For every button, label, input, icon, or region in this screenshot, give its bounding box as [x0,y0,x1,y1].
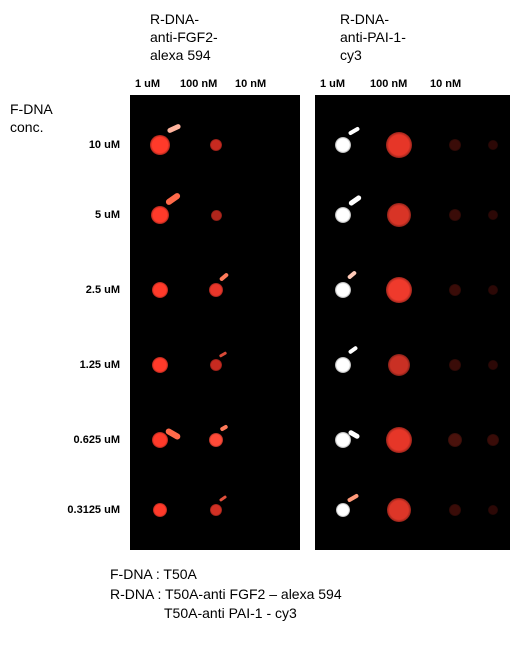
spot-tail [219,351,227,358]
microarray-spot [210,359,222,371]
microarray-spot [387,498,411,522]
microarray-spot [152,432,168,448]
spot-tail [347,346,357,355]
microarray-spot [449,359,461,371]
y-axis-l1: F-DNA [10,101,53,117]
legend-l3: T50A-anti PAI-1 - cy3 [110,604,342,624]
microarray-spot [335,207,351,223]
spot-tail [220,424,229,431]
microarray-spot [449,139,461,151]
microarray-spot [386,277,412,303]
spot-tail [348,126,360,135]
microarray-spot [210,139,222,151]
panel-b-image [315,95,510,550]
panel-a-conc-3: 10 nM [235,78,266,90]
panel-b-conc-2: 100 nM [370,78,407,90]
row-label-4: 0.625 uM [50,434,120,446]
legend-l1: F-DNA : T50A [110,565,342,585]
microarray-spot [387,203,411,227]
panel-b-conc-3: 10 nM [430,78,461,90]
spot-tail [165,192,182,206]
spot-tail [347,194,361,206]
microarray-spot [335,137,351,153]
microarray-spot [449,284,461,296]
microarray-spot [336,503,350,517]
microarray-spot [488,210,498,220]
panel-a-title: R-DNA- anti-FGF2- alexa 594 [150,10,218,65]
microarray-spot [150,135,170,155]
panel-a-conc-2: 100 nM [180,78,217,90]
microarray-spot [211,210,222,221]
panel-b-title-l2: anti-PAI-1- [340,29,406,45]
spot-tail [167,124,182,134]
panel-a-title-l3: alexa 594 [150,47,211,63]
microarray-spot [335,282,351,298]
row-label-0: 10 uM [50,139,120,151]
microarray-spot [209,283,223,297]
spot-tail [219,272,229,281]
y-axis-l2: conc. [10,119,43,135]
row-label-5: 0.3125 uM [50,504,120,516]
panel-b-conc-1: 1 uM [320,78,345,90]
microarray-spot [209,433,223,447]
microarray-spot [386,132,412,158]
row-label-2: 2.5 uM [50,284,120,296]
microarray-spot [153,503,167,517]
microarray-spot [449,209,461,221]
microarray-spot [388,354,410,376]
panel-a-image [130,95,300,550]
row-label-1: 5 uM [50,209,120,221]
microarray-spot [488,140,498,150]
panel-b-title: R-DNA- anti-PAI-1- cy3 [340,10,406,65]
microarray-spot [448,433,462,447]
row-label-3: 1.25 uM [50,359,120,371]
microarray-spot [488,360,498,370]
microarray-spot [335,357,351,373]
spot-tail [347,270,357,279]
microarray-spot [151,206,169,224]
microarray-spot [487,434,499,446]
microarray-spot [210,504,222,516]
legend-l2: R-DNA : T50A-anti FGF2 – alexa 594 [110,585,342,605]
y-axis-label: F-DNA conc. [10,100,53,136]
microarray-spot [449,504,461,516]
microarray-spot [335,432,351,448]
panel-a-title-l2: anti-FGF2- [150,29,218,45]
panel-a-title-l1: R-DNA- [150,11,199,27]
panel-b-title-l3: cy3 [340,47,362,63]
microarray-spot [152,357,168,373]
microarray-spot [386,427,412,453]
microarray-spot [488,505,498,515]
panel-b-title-l1: R-DNA- [340,11,389,27]
microarray-spot [488,285,498,295]
spot-tail [219,495,227,502]
microarray-spot [152,282,168,298]
panel-a-conc-1: 1 uM [135,78,160,90]
spot-tail [347,493,359,502]
legend: F-DNA : T50A R-DNA : T50A-anti FGF2 – al… [110,565,342,624]
